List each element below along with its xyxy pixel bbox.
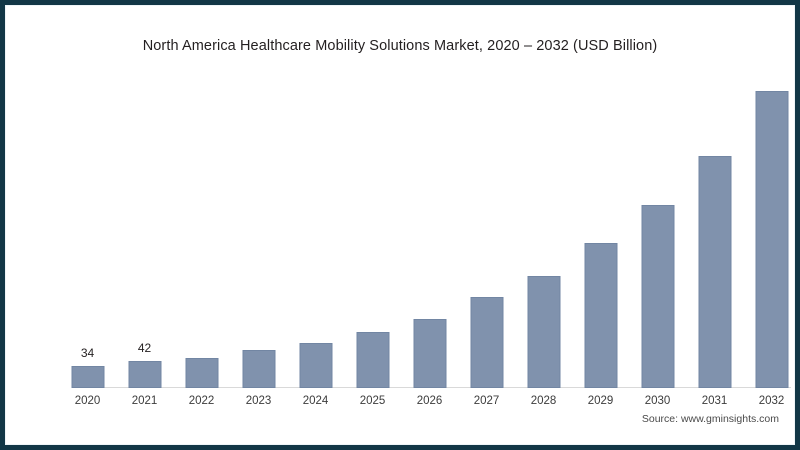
bar[interactable] [356, 332, 389, 388]
bar[interactable] [299, 342, 332, 388]
bar-slot [230, 83, 287, 388]
bar-slot [287, 83, 344, 388]
bar-slot: 34 [59, 83, 116, 388]
x-tick-label: 2021 [131, 395, 158, 407]
bar[interactable] [185, 358, 218, 388]
bar-slot [515, 83, 572, 388]
bar[interactable] [641, 205, 674, 388]
x-tick-label: 2032 [758, 395, 785, 407]
x-axis-tick-labels: 2020 2021 2022 2023 2024 2025 2026 2027 2028 2029… [43, 395, 785, 413]
bar[interactable] [470, 297, 503, 388]
bar-slot [572, 83, 629, 388]
bar-slot [629, 83, 686, 388]
bar[interactable] [128, 360, 161, 388]
x-tick-label: 2029 [587, 395, 614, 407]
chart-title: North America Healthcare Mobility Soluti… [142, 38, 658, 54]
bar[interactable] [698, 156, 731, 388]
x-tick-label: 2028 [530, 395, 557, 407]
x-tick-label: 2030 [644, 395, 671, 407]
bar[interactable] [584, 242, 617, 388]
x-tick-label: 2025 [359, 395, 386, 407]
bar-slot: 42 [116, 83, 173, 388]
x-tick-label: 2027 [473, 395, 500, 407]
bar-slot [743, 83, 795, 388]
x-tick-label: 2023 [245, 395, 272, 407]
bar-slot [458, 83, 515, 388]
bar[interactable] [755, 91, 788, 388]
bar-slot [401, 83, 458, 388]
x-tick-label: 2022 [188, 395, 215, 407]
bar-slot [173, 83, 230, 388]
source-attribution: Source: www.gminsights.com [641, 413, 779, 425]
bar-value-label: 34 [80, 345, 95, 360]
plot-area: 34 42 [43, 83, 791, 388]
bar-slot [344, 83, 401, 388]
bar[interactable] [242, 349, 275, 388]
bar-value-label: 42 [137, 340, 152, 355]
bar[interactable] [71, 365, 104, 388]
x-tick-label: 2020 [74, 395, 101, 407]
x-tick-label: 2024 [302, 395, 329, 407]
bar[interactable] [527, 276, 560, 388]
x-tick-label: 2026 [416, 395, 443, 407]
bar-slot [686, 83, 743, 388]
x-tick-label: 2031 [701, 395, 728, 407]
bar[interactable] [413, 319, 446, 388]
